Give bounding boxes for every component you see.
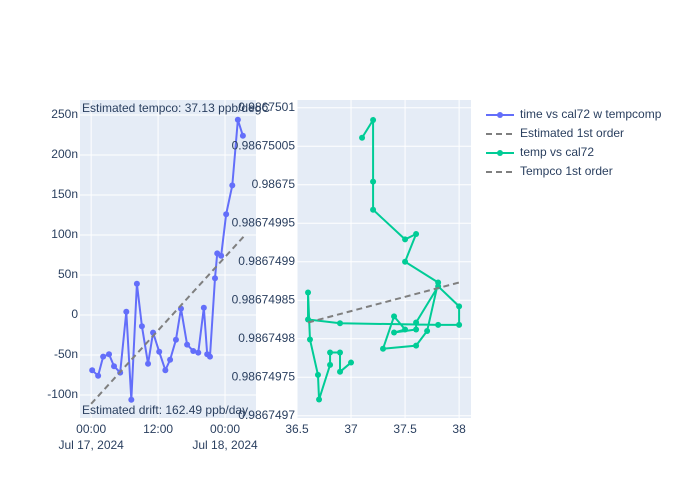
data-point (89, 367, 96, 374)
data-point (229, 182, 236, 189)
x-tick-label: 00:00 Jul 17, 2024 (58, 422, 124, 452)
data-point (195, 349, 202, 356)
data-point (305, 289, 312, 296)
x-tick-label: 37 (344, 422, 358, 436)
data-point (223, 211, 230, 218)
series-line (90, 234, 246, 405)
annotation: Estimated drift: 162.49 ppb/day (82, 403, 248, 417)
legend-label: temp vs cal72 (520, 145, 594, 159)
data-point (305, 316, 312, 323)
x-tick-label: 36.5 (285, 422, 309, 436)
x-tick-label: 12:00 (143, 422, 173, 436)
y-tick-label: 0.9867499 (238, 254, 295, 268)
data-point (306, 336, 313, 343)
data-point (133, 280, 140, 287)
data-point (316, 396, 323, 403)
x-tick-label: 00:00 Jul 18, 2024 (192, 422, 258, 452)
data-point (402, 258, 409, 265)
legend-label: Estimated 1st order (520, 126, 624, 140)
data-point (106, 351, 113, 358)
data-point (314, 371, 321, 378)
data-point (327, 361, 334, 368)
y-tick-label: 0.9867501 (238, 100, 295, 114)
y-tick-label: 0.98674995 (232, 215, 296, 229)
data-point (370, 206, 377, 213)
y-tick-label: 250n (51, 107, 78, 121)
x-tick-label: 38 (452, 422, 466, 436)
data-point (162, 367, 169, 374)
legend-label: Tempco 1st order (520, 164, 613, 178)
data-point (190, 348, 197, 354)
data-point (424, 327, 431, 334)
x-tick-label: 37.5 (393, 422, 417, 436)
data-point (123, 308, 130, 315)
data-point (138, 323, 145, 330)
data-point (359, 134, 366, 141)
data-point (337, 320, 344, 327)
y-tick-label: 200n (51, 147, 78, 161)
plot-area (297, 100, 471, 418)
data-point (348, 359, 355, 366)
y-tick-label: 0.98674975 (232, 369, 296, 383)
data-point (111, 363, 118, 370)
data-point (413, 319, 420, 326)
y-tick-label: 100n (51, 227, 78, 241)
legend-label: time vs cal72 w tempcomp (520, 107, 662, 121)
data-point (337, 368, 344, 375)
data-point (337, 349, 344, 356)
y-tick-label: -100n (47, 387, 78, 401)
data-point (413, 342, 420, 349)
data-point (200, 304, 207, 311)
data-point (456, 303, 463, 310)
data-point (391, 313, 398, 320)
data-point (218, 252, 225, 259)
y-tick-label: 0.98675 (252, 177, 296, 191)
data-point (413, 230, 420, 237)
data-point (206, 353, 213, 360)
data-point (370, 117, 377, 124)
data-point (167, 356, 174, 363)
data-point (156, 348, 163, 355)
data-point (95, 372, 102, 379)
data-point (128, 396, 135, 403)
data-point (234, 116, 241, 123)
legend-marker (497, 112, 503, 118)
series-line (307, 281, 460, 324)
y-tick-label: 0.9867497 (238, 408, 295, 422)
data-point (391, 329, 398, 336)
y-tick-label: 0.98674985 (232, 292, 296, 306)
data-point (100, 353, 107, 360)
data-point (327, 349, 334, 356)
y-tick-label: -50n (54, 347, 78, 361)
data-point (402, 236, 409, 243)
data-point (402, 326, 409, 333)
data-point (211, 275, 218, 282)
data-point (413, 326, 420, 333)
y-tick-label: 0.98675005 (232, 138, 296, 152)
legend-marker (497, 150, 503, 156)
data-point (380, 345, 387, 352)
data-point (370, 178, 377, 185)
y-tick-label: 0.9867498 (238, 331, 295, 345)
data-point (172, 336, 179, 343)
y-tick-label: 50n (58, 267, 78, 281)
data-point (435, 321, 442, 328)
data-point (184, 341, 191, 348)
y-tick-label: 150n (51, 187, 78, 201)
data-point (239, 132, 246, 139)
data-point (145, 360, 152, 367)
annotation: Estimated tempco: 37.13 ppb/degC (82, 101, 270, 115)
data-point (456, 321, 463, 328)
y-tick-label: 0 (71, 307, 78, 321)
